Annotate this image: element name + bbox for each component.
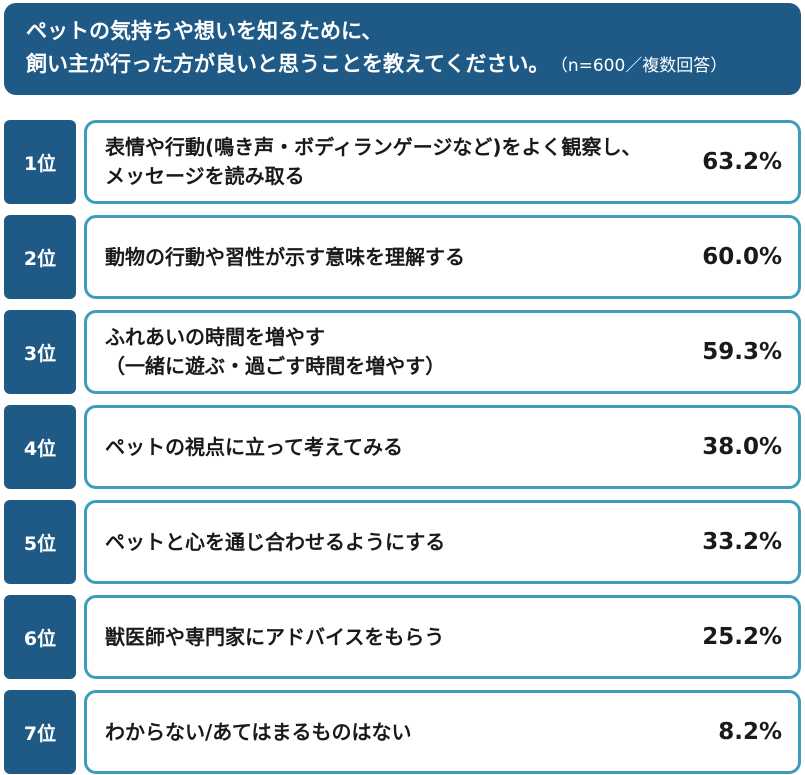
percentage-value: 38.0%: [702, 434, 782, 460]
ranking-row: 1位 表情や行動(鳴き声・ボディランゲージなど)をよく観察し、 メッセージを読み取る…: [4, 120, 801, 204]
answer-label-line: メッセージを読み取る: [105, 164, 305, 188]
ranking-row: 6位 獣医師や専門家にアドバイスをもらう 25.2%: [4, 595, 801, 679]
answer-label: 獣医師や専門家にアドバイスをもらう: [105, 598, 665, 676]
answer-label: 表情や行動(鳴き声・ボディランゲージなど)をよく観察し、 メッセージを読み取る: [105, 123, 665, 201]
rank-badge: 4位: [4, 405, 76, 489]
percentage-value: 25.2%: [702, 624, 782, 650]
answer-label-line: （一緒に遊ぶ・過ごす時間を増やす）: [105, 354, 446, 378]
percentage-value: 60.0%: [702, 244, 782, 270]
header-title-line-2-text: 飼い主が行った方が良いと思うことを教えてください。: [26, 52, 550, 76]
percentage-value: 59.3%: [702, 339, 782, 365]
ranking-row: 7位 わからない/あてはまるものはない 8.2%: [4, 690, 801, 774]
header-title-line-1: ペットの気持ちや想いを知るために、: [26, 19, 383, 43]
answer-card: ペットと心を通じ合わせるようにする 33.2%: [84, 500, 801, 584]
answer-card: 獣医師や専門家にアドバイスをもらう 25.2%: [84, 595, 801, 679]
answer-card: ペットの視点に立って考えてみる 38.0%: [84, 405, 801, 489]
answer-card: ふれあいの時間を増やす （一緒に遊ぶ・過ごす時間を増やす） 59.3%: [84, 310, 801, 394]
answer-label-line: わからない/あてはまるものはない: [105, 719, 412, 744]
answer-label: ふれあいの時間を増やす （一緒に遊ぶ・過ごす時間を増やす）: [105, 313, 665, 391]
answer-label: ペットの視点に立って考えてみる: [105, 408, 665, 486]
answer-card: 動物の行動や習性が示す意味を理解する 60.0%: [84, 215, 801, 299]
answer-label-line: ふれあいの時間を増やす: [105, 325, 325, 349]
ranking-row: 4位 ペットの視点に立って考えてみる 38.0%: [4, 405, 801, 489]
percentage-value: 63.2%: [702, 149, 782, 175]
ranking-row: 5位 ペットと心を通じ合わせるようにする 33.2%: [4, 500, 801, 584]
percentage-value: 33.2%: [702, 529, 782, 555]
rank-badge: 7位: [4, 690, 76, 774]
rank-badge: 6位: [4, 595, 76, 679]
answer-card: わからない/あてはまるものはない 8.2%: [84, 690, 801, 774]
answer-label: ペットと心を通じ合わせるようにする: [105, 503, 665, 581]
answer-label: わからない/あてはまるものはない: [105, 693, 665, 771]
rank-badge: 1位: [4, 120, 76, 204]
answer-label-line: 獣医師や専門家にアドバイスをもらう: [105, 624, 445, 649]
answer-label-line: 動物の行動や習性が示す意味を理解する: [105, 244, 465, 269]
answer-label-line: ペットの視点に立って考えてみる: [105, 434, 403, 459]
answer-card: 表情や行動(鳴き声・ボディランゲージなど)をよく観察し、 メッセージを読み取る 63…: [84, 120, 801, 204]
header-title-line-2: 飼い主が行った方が良いと思うことを教えてください。 （n=600／複数回答）: [26, 48, 801, 83]
answer-label-line: ペットと心を通じ合わせるようにする: [105, 529, 446, 554]
answer-label: 動物の行動や習性が示す意味を理解する: [105, 218, 665, 296]
rank-badge: 3位: [4, 310, 76, 394]
ranking-row: 2位 動物の行動や習性が示す意味を理解する 60.0%: [4, 215, 801, 299]
percentage-value: 8.2%: [718, 719, 782, 745]
rank-badge: 2位: [4, 215, 76, 299]
rank-badge: 5位: [4, 500, 76, 584]
answer-label-line: 表情や行動(鳴き声・ボディランゲージなど)をよく観察し、: [105, 135, 642, 159]
sample-note: （n=600／複数回答）: [559, 56, 728, 76]
chart-header: ペットの気持ちや想いを知るために、 飼い主が行った方が良いと思うことを教えてくだ…: [4, 3, 801, 95]
ranking-row: 3位 ふれあいの時間を増やす （一緒に遊ぶ・過ごす時間を増やす） 59.3%: [4, 310, 801, 394]
